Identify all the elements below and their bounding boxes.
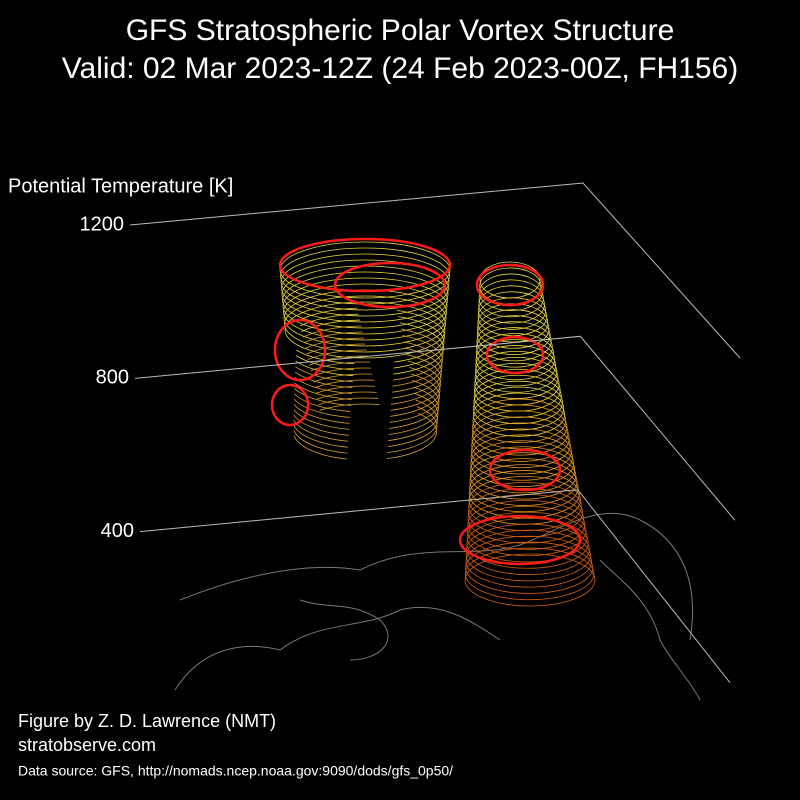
map-outline <box>299 599 389 661</box>
vortex-layer <box>289 361 441 419</box>
vortex-layer <box>464 547 595 601</box>
vortex-layer <box>467 505 587 557</box>
vortex-layer <box>475 339 555 381</box>
contour <box>273 318 327 382</box>
vortex-layer <box>281 259 449 317</box>
vortex-layer <box>291 385 439 443</box>
vortex-layer <box>478 279 544 318</box>
contour <box>458 514 582 566</box>
vortex-layer <box>289 355 441 413</box>
vortex-layer <box>465 529 591 582</box>
contour <box>333 261 447 309</box>
vortex-layer <box>287 331 443 389</box>
source: Data source: GFS, http://nomads.ncep.noa… <box>18 763 453 779</box>
vortex-layer <box>290 373 440 431</box>
y-tick-label: 1200 <box>80 213 125 235</box>
vortex-layer <box>470 434 573 481</box>
vortex-layer <box>287 337 443 395</box>
vortex-layer <box>465 541 594 594</box>
chart-title: GFS Stratospheric Polar Vortex Structure <box>126 14 675 47</box>
vortex-layer <box>475 345 557 387</box>
vortex-layer <box>292 397 438 455</box>
vortex-layer <box>476 321 552 362</box>
vortex-layer <box>472 398 567 443</box>
vortex-layer <box>282 271 448 329</box>
vortex-layer <box>288 349 442 407</box>
contour <box>278 237 452 293</box>
vortex-layer <box>478 285 545 324</box>
vortex-layer <box>282 277 448 335</box>
contour <box>488 448 562 492</box>
vortex-layer <box>279 241 451 299</box>
grid-line <box>139 489 731 683</box>
vortex-layer <box>470 440 575 487</box>
vortex-layer <box>469 464 579 513</box>
grid-line <box>134 335 736 521</box>
map-outline <box>599 559 701 701</box>
vortex-layer <box>470 446 576 494</box>
vortex-layer <box>469 452 577 500</box>
vortex-layer <box>286 325 444 383</box>
vortex-layer <box>471 428 572 475</box>
vortex-layer <box>466 523 590 575</box>
credit: Figure by Z. D. Lawrence (NMT) <box>18 711 276 731</box>
vortex-layer <box>292 391 438 449</box>
vortex-layer <box>291 379 439 437</box>
vortex-layer <box>464 553 596 607</box>
vortex-layer <box>472 392 566 437</box>
vortex-drawing <box>174 237 701 701</box>
vortex-layer <box>285 313 445 371</box>
vortex-layer <box>473 380 563 425</box>
vortex-layer <box>465 535 593 588</box>
vortex-layer <box>473 374 562 418</box>
vortex-layer <box>475 350 558 393</box>
y-tick-label: 800 <box>96 367 129 389</box>
vortex-layer <box>285 307 445 365</box>
y-tick-label: 400 <box>101 520 134 542</box>
vortex-layer <box>469 458 578 506</box>
map-outline <box>174 606 501 691</box>
vortex-layer <box>284 295 446 353</box>
axis-label: Potential Temperature [K] <box>8 175 233 197</box>
vortex-layer <box>476 315 551 355</box>
vortex-layer <box>284 301 446 359</box>
vortex-layer <box>471 416 570 462</box>
contour <box>475 263 545 307</box>
vortex-layer <box>467 488 584 538</box>
vortex-layer <box>471 422 571 469</box>
vortex-layer <box>476 327 553 368</box>
vortex-layer <box>473 386 564 431</box>
vortex-layer <box>471 410 569 456</box>
vortex-layer <box>467 499 586 550</box>
vortex-layer <box>283 283 447 341</box>
vortex-layer <box>286 319 444 377</box>
vortex-layer <box>478 291 547 330</box>
vortex-layer <box>474 356 559 399</box>
vortex-layer <box>472 404 568 450</box>
vortex-layer <box>466 517 589 569</box>
map-outline <box>179 512 694 641</box>
vortex-layer <box>477 309 550 349</box>
vortex-layer <box>288 343 442 401</box>
vortex-layer <box>293 403 437 461</box>
credit: stratobserve.com <box>18 735 156 755</box>
vortex-layer <box>290 367 440 425</box>
contour <box>270 383 310 427</box>
vortex-layer <box>466 511 588 563</box>
grid-line <box>129 182 741 359</box>
vortex-layer <box>280 253 450 311</box>
vortex-layer <box>477 297 548 337</box>
chart-subtitle: Valid: 02 Mar 2023-12Z (24 Feb 2023-00Z,… <box>62 52 738 85</box>
contour <box>485 335 545 375</box>
